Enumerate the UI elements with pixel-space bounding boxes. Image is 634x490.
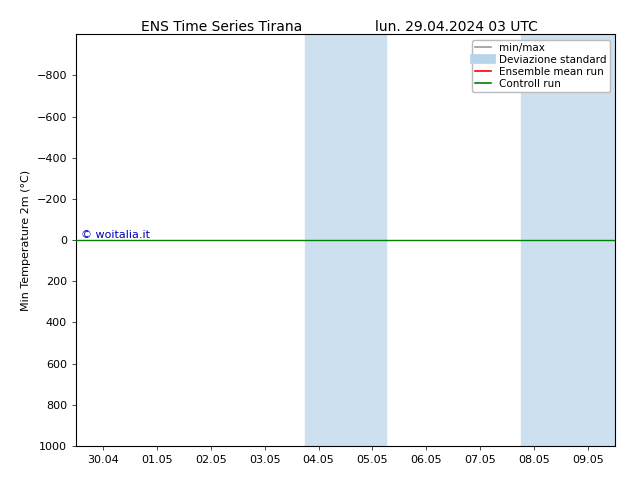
Legend: min/max, Deviazione standard, Ensemble mean run, Controll run: min/max, Deviazione standard, Ensemble m… — [472, 40, 610, 92]
Bar — [521, 34, 615, 446]
Text: lun. 29.04.2024 03 UTC: lun. 29.04.2024 03 UTC — [375, 20, 538, 34]
Bar — [305, 34, 386, 446]
Text: ENS Time Series Tirana: ENS Time Series Tirana — [141, 20, 302, 34]
Text: © woitalia.it: © woitalia.it — [81, 230, 150, 240]
Y-axis label: Min Temperature 2m (°C): Min Temperature 2m (°C) — [21, 170, 31, 311]
